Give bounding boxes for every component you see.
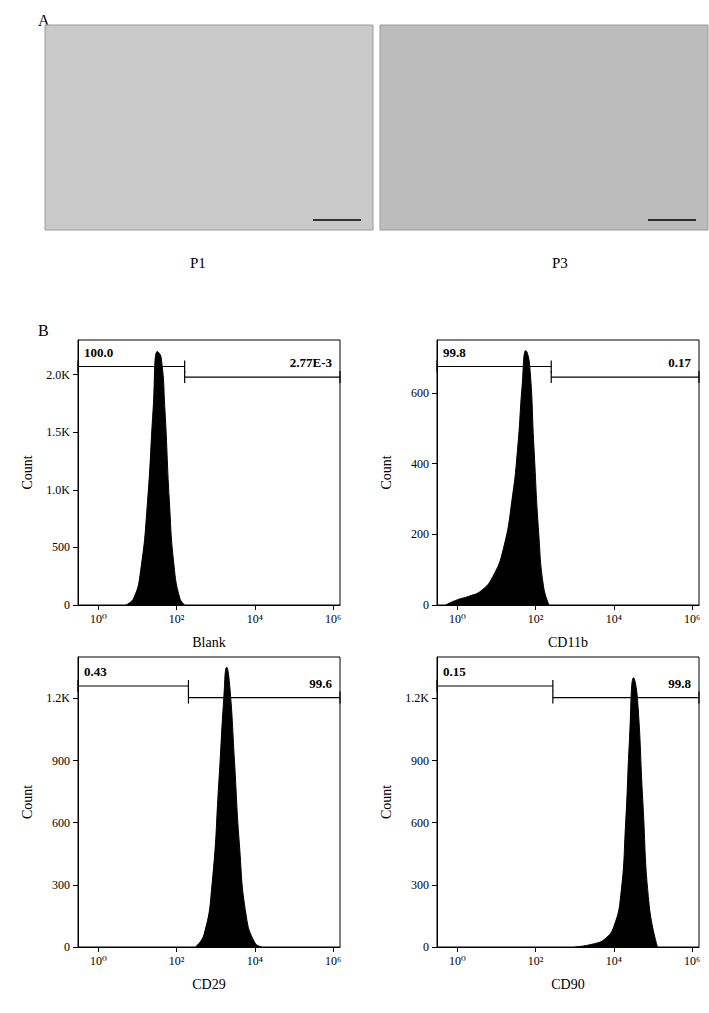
svg-text:1.0K: 1.0K <box>46 483 70 497</box>
svg-text:0.43: 0.43 <box>84 664 107 679</box>
svg-text:10⁶: 10⁶ <box>684 612 700 626</box>
svg-text:B: B <box>38 322 49 339</box>
svg-text:0.17: 0.17 <box>668 355 691 370</box>
svg-text:P1: P1 <box>190 255 206 271</box>
svg-text:1.5K: 1.5K <box>46 425 70 439</box>
svg-text:400: 400 <box>411 457 429 471</box>
svg-text:600: 600 <box>52 816 70 830</box>
svg-text:200: 200 <box>411 527 429 541</box>
svg-text:600: 600 <box>411 816 429 830</box>
svg-text:0: 0 <box>64 598 70 612</box>
svg-text:99.8: 99.8 <box>443 345 466 360</box>
svg-text:Count: Count <box>20 455 35 489</box>
svg-text:10⁴: 10⁴ <box>606 612 622 626</box>
svg-text:1.2K: 1.2K <box>405 691 429 705</box>
svg-text:0: 0 <box>423 940 429 954</box>
svg-text:10²: 10² <box>528 954 544 968</box>
svg-text:10⁶: 10⁶ <box>325 612 341 626</box>
svg-text:99.8: 99.8 <box>668 676 691 691</box>
svg-text:900: 900 <box>52 754 70 768</box>
svg-text:Blank: Blank <box>192 635 225 650</box>
svg-text:10²: 10² <box>528 612 544 626</box>
svg-text:1.2K: 1.2K <box>46 691 70 705</box>
svg-text:0: 0 <box>423 598 429 612</box>
svg-text:10⁰: 10⁰ <box>449 612 466 626</box>
svg-text:CD29: CD29 <box>192 977 225 992</box>
svg-text:300: 300 <box>52 878 70 892</box>
svg-text:10⁴: 10⁴ <box>247 954 263 968</box>
svg-text:10⁴: 10⁴ <box>247 612 263 626</box>
svg-text:10⁰: 10⁰ <box>90 612 107 626</box>
svg-text:Count: Count <box>379 785 394 819</box>
svg-text:99.6: 99.6 <box>309 676 332 691</box>
svg-text:10²: 10² <box>169 612 185 626</box>
svg-text:2.0K: 2.0K <box>46 368 70 382</box>
svg-text:P3: P3 <box>552 255 568 271</box>
svg-text:600: 600 <box>411 386 429 400</box>
svg-text:10²: 10² <box>169 954 185 968</box>
svg-text:10⁰: 10⁰ <box>449 954 466 968</box>
svg-text:10⁶: 10⁶ <box>325 954 341 968</box>
svg-text:Count: Count <box>379 455 394 489</box>
svg-text:10⁶: 10⁶ <box>684 954 700 968</box>
svg-text:Count: Count <box>20 785 35 819</box>
svg-text:10⁰: 10⁰ <box>90 954 107 968</box>
svg-text:500: 500 <box>52 540 70 554</box>
svg-text:CD90: CD90 <box>551 977 584 992</box>
svg-text:0.15: 0.15 <box>443 664 466 679</box>
svg-text:A: A <box>38 11 50 29</box>
svg-text:CD11b: CD11b <box>548 635 588 650</box>
svg-text:10⁴: 10⁴ <box>606 954 622 968</box>
svg-text:100.0: 100.0 <box>84 345 113 360</box>
svg-text:300: 300 <box>411 878 429 892</box>
svg-text:2.77E-3: 2.77E-3 <box>290 355 333 370</box>
svg-text:900: 900 <box>411 754 429 768</box>
svg-text:0: 0 <box>64 940 70 954</box>
